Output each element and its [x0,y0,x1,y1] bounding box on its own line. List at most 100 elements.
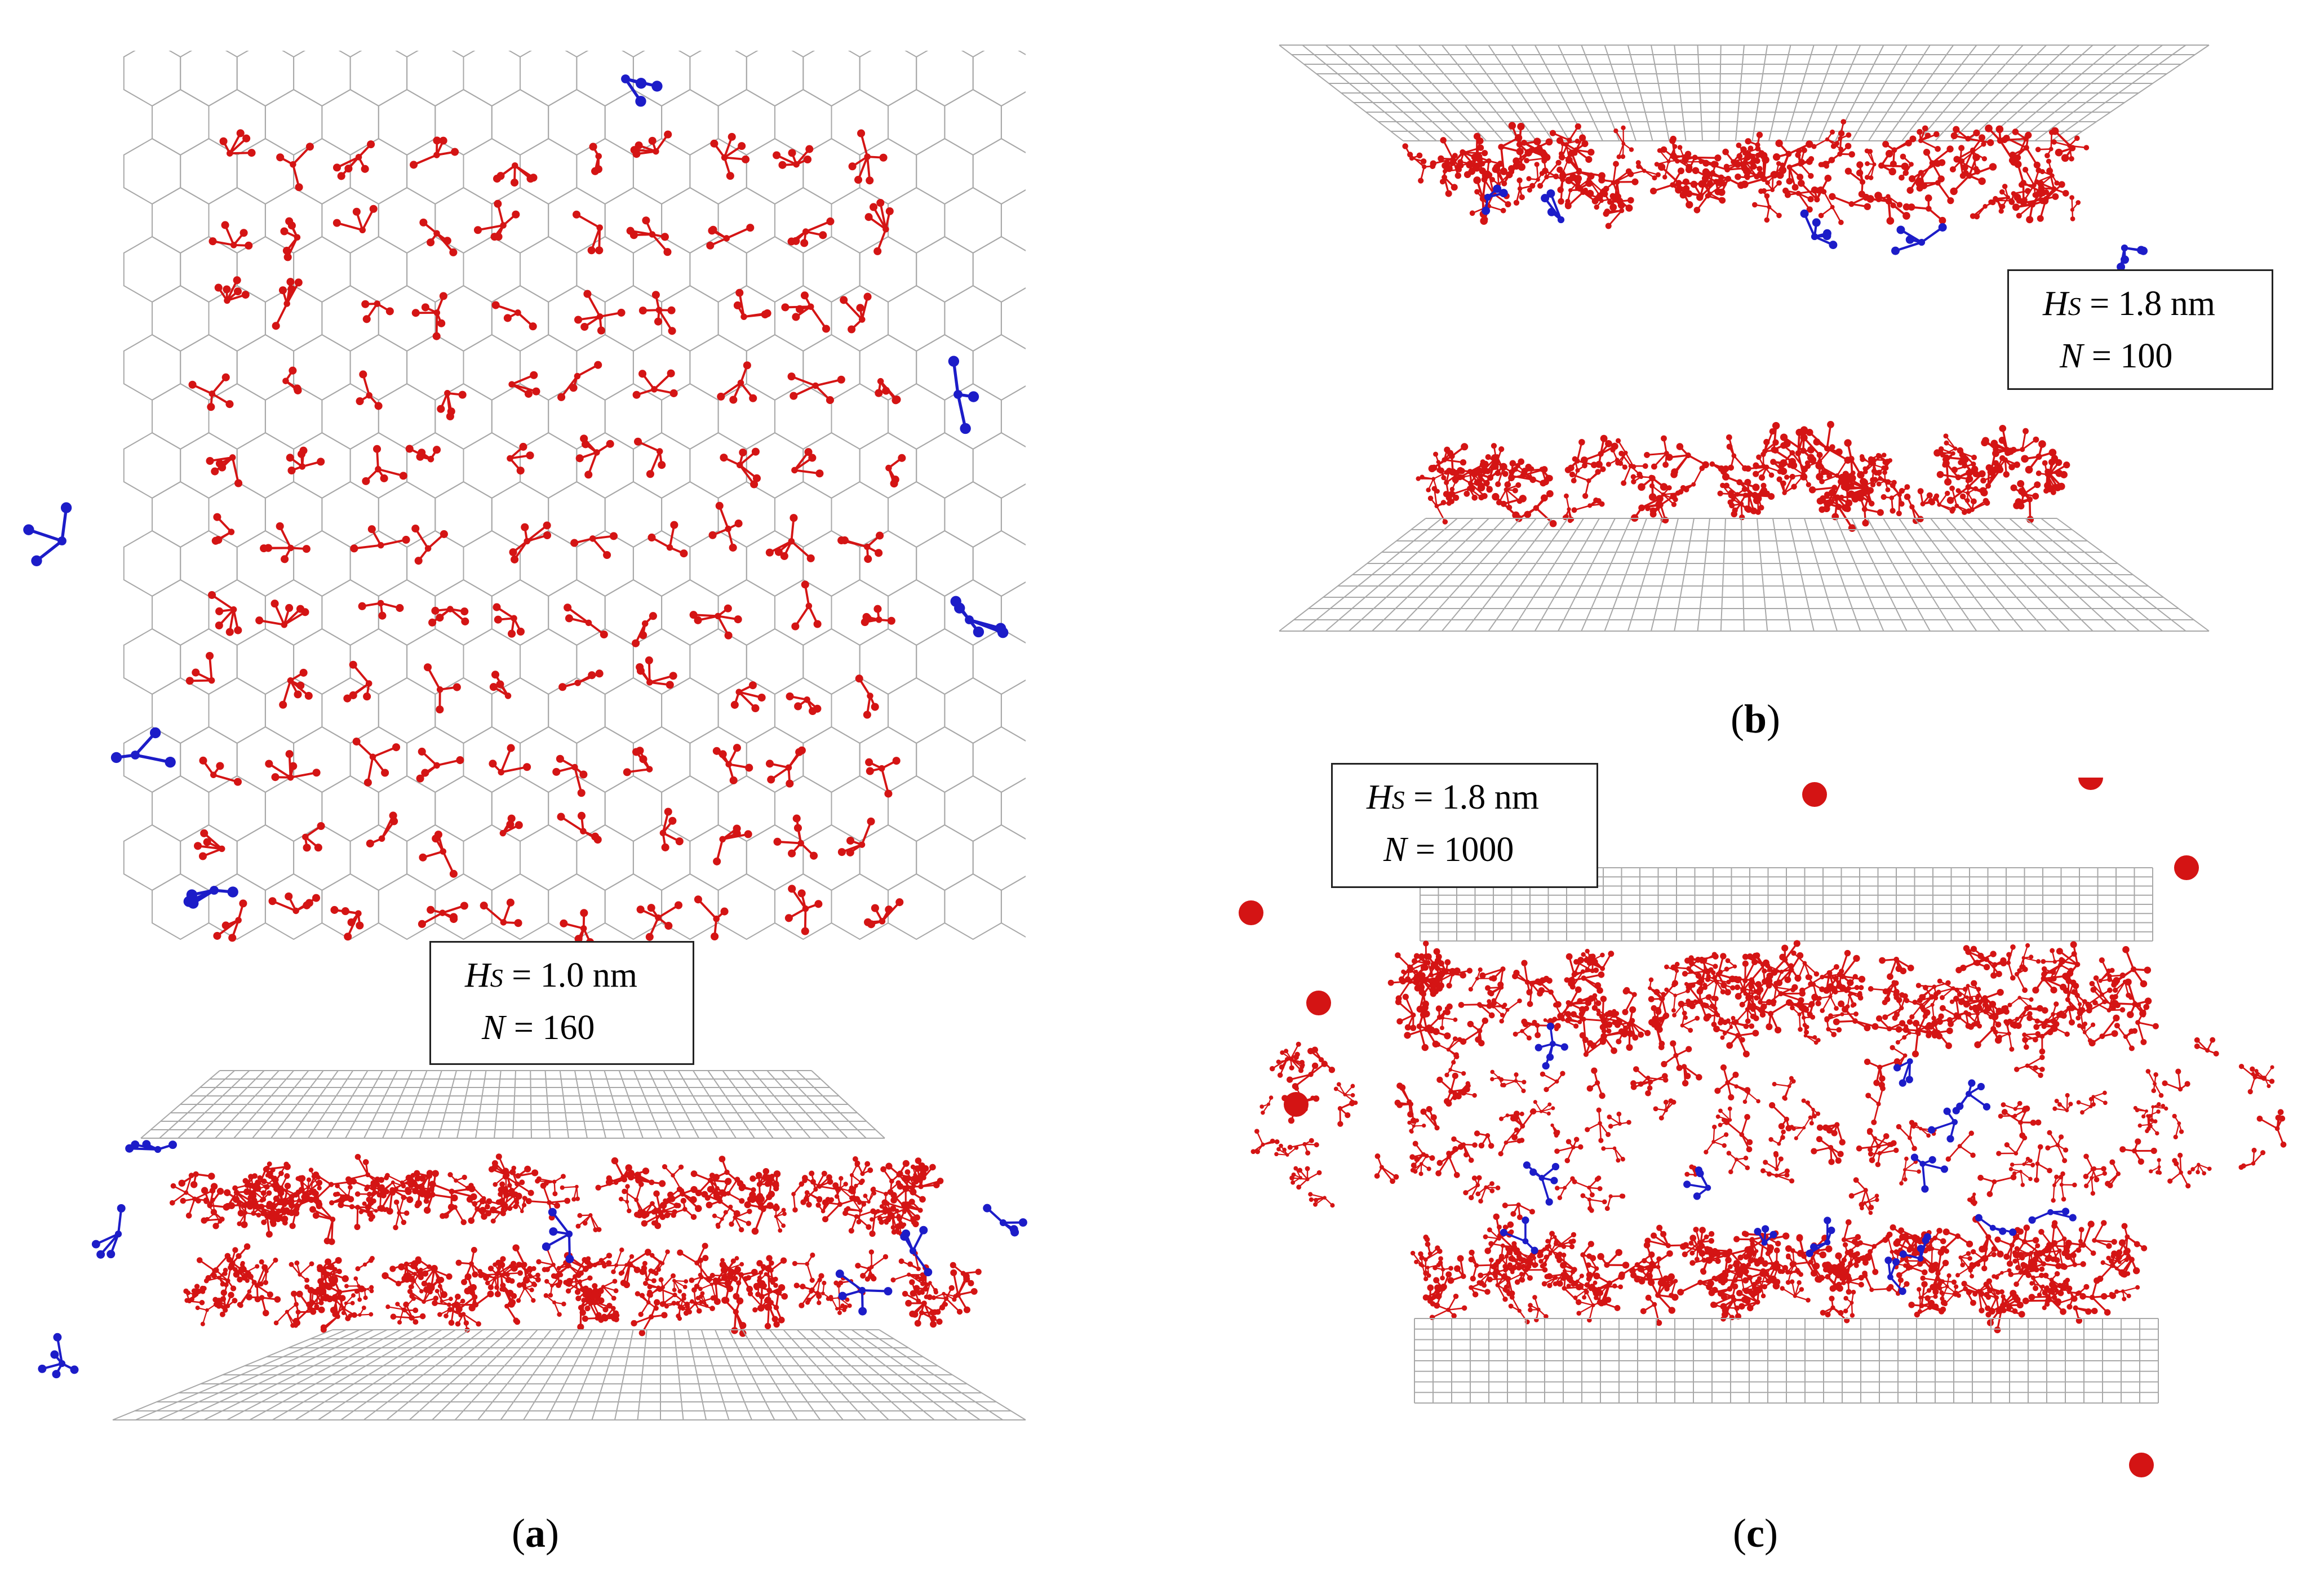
molecule-blue [110,727,176,768]
molecule-red [2135,1004,2159,1045]
large-atom [1239,900,1263,925]
molecule-red [1666,443,1709,478]
molecule-red [855,674,879,719]
molecule-red [1981,424,2010,458]
molecule-red [2051,1174,2064,1203]
molecule-red [1564,179,1589,207]
molecule-red [570,532,618,560]
molecule-red [1717,482,1758,505]
molecule-red [473,199,520,241]
molecule-red [1882,135,1917,168]
molecule-red [1654,144,1687,180]
molecule-red [2162,1068,2190,1092]
molecule-red [931,1291,958,1307]
molecule-red [897,1165,944,1190]
molecule-red [498,1260,524,1284]
molecule-red [864,1249,889,1282]
molecule-red [632,369,678,399]
molecule-red [1958,980,1986,1011]
molecule-red [1569,466,1606,499]
molecule-red [1762,428,1779,454]
molecule-blue [91,1204,126,1259]
molecule-red [1856,478,1875,507]
molecule-red [1568,971,1605,994]
molecule-red [1558,139,1580,157]
n-value: = 160 [505,1009,595,1047]
molecule-red [2079,1277,2117,1316]
molecule-blue [1806,1217,1835,1258]
molecule-red [1661,1040,1692,1071]
molecule-red [875,378,901,405]
molecule-red [1431,446,1467,471]
molecule-red [633,437,666,478]
molecule-red [1972,1215,2004,1262]
molecule-red [1485,454,1506,487]
molecule-red [2041,948,2064,964]
molecule-red [1795,427,1815,481]
large-atom [1306,991,1331,1015]
molecule-red [708,501,743,552]
molecule-red [2119,1138,2157,1165]
molecule-red [1714,1064,1751,1100]
panel-b-side-view [1262,34,2310,654]
molecule-red [1932,490,1956,514]
molecule-red [1701,1002,1720,1020]
molecule-red [1965,945,2002,978]
molecule-red [1946,470,1988,504]
molecule-red [1276,1049,1305,1069]
molecule-red [800,1190,823,1208]
molecule-red [1896,1120,1917,1151]
molecule-red [1798,1004,1816,1035]
molecule-red [1859,452,1887,474]
molecule-red [1780,1279,1811,1303]
molecule-red [552,754,588,797]
molecule-red [840,292,872,334]
molecule-red [419,218,458,256]
molecule-red [815,1197,835,1214]
caption-open: ( [512,1511,525,1556]
caption-open: ( [1730,696,1744,742]
molecule-red [720,447,761,489]
label-a-n: N = 160 [465,1003,670,1053]
hs-value: = 1.8 nm [2081,285,2215,323]
molecule-red [713,824,752,865]
molecule-red [1843,1289,1856,1318]
molecule-red [419,831,458,878]
molecule-red [455,1246,489,1285]
molecule-red [1630,1260,1669,1283]
molecule-red [489,671,512,699]
molecule-red [212,1297,238,1317]
molecule-red [194,829,225,860]
molecule-red [784,885,823,935]
molecule-red [185,652,215,685]
molecule-red [1776,473,1797,495]
molecule-red [1763,1151,1784,1171]
molecule-red [1407,152,1436,184]
molecule-red [717,361,757,404]
molecule-red [2238,1147,2266,1170]
molecule-red [199,756,242,786]
molecule-red [1800,434,1824,481]
molecule-red [265,750,321,782]
molecule-red [1936,459,1979,483]
molecule-red [701,1178,740,1217]
molecule-red [575,1213,602,1232]
graphene-sheet-top [1279,45,2210,141]
molecule-red [1715,1106,1732,1127]
molecule-red [848,129,888,185]
molecule-red [1460,1017,1489,1047]
molecule-red [641,1260,657,1284]
molecule-red [1881,487,1905,514]
molecule-red [1416,1000,1435,1051]
molecule-red [447,1307,481,1333]
molecule-red [1681,1064,1702,1087]
molecule-red [1288,1041,1305,1073]
molecule-red [1529,1100,1555,1116]
molecule-red [1440,1006,1458,1031]
molecule-red [1904,493,1924,524]
molecule-red [1833,988,1864,1001]
molecule-red [1653,1098,1677,1121]
molecule-red [1483,1224,1514,1241]
molecule-red [730,681,766,713]
molecule-red [950,1269,978,1313]
